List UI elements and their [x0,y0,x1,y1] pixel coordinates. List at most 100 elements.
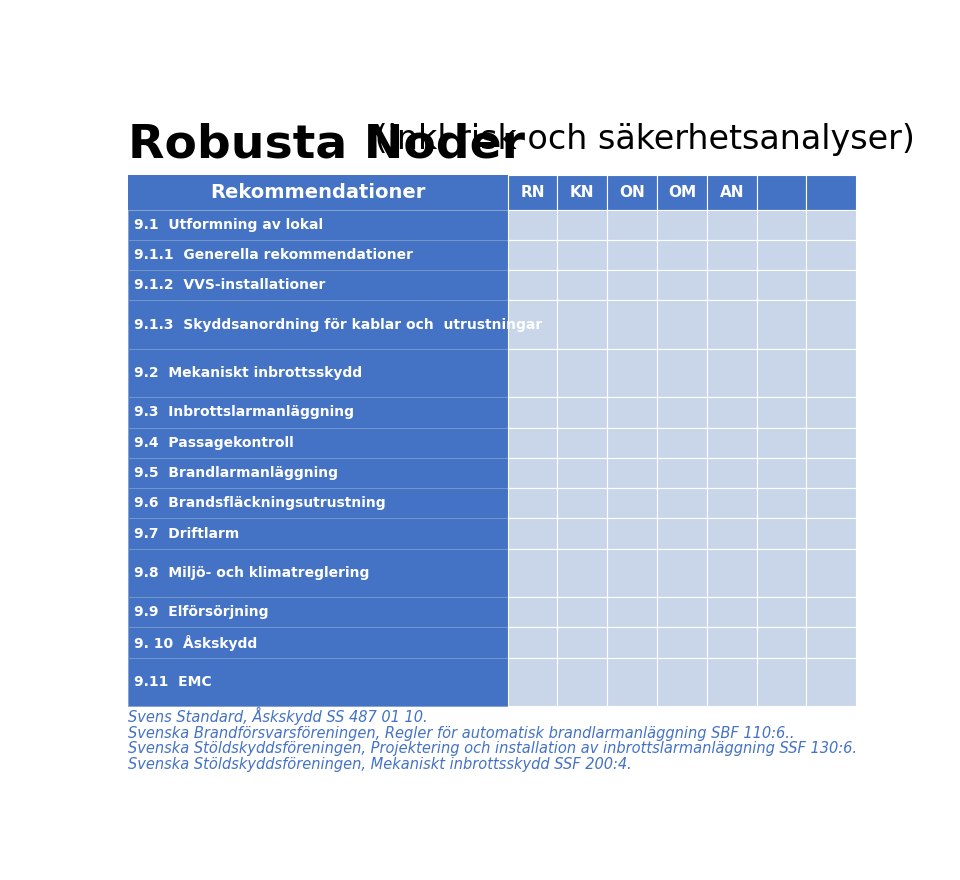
Bar [558,549,607,598]
Bar [607,300,657,348]
Text: 9.7  Driftlarm: 9.7 Driftlarm [134,526,239,540]
Bar [607,598,657,627]
Bar [806,627,856,657]
Bar [508,300,558,348]
Text: RN: RN [520,185,544,200]
Bar [558,240,607,270]
Bar [657,300,707,348]
Bar [128,627,508,657]
Bar [707,598,756,627]
Bar [756,488,806,518]
Text: ON: ON [619,185,645,200]
Bar [128,300,508,348]
Bar [607,175,657,209]
Bar [128,458,508,488]
Bar [558,270,607,300]
Bar [707,175,756,209]
Bar [806,348,856,397]
Bar [508,657,558,707]
Bar [508,270,558,300]
Bar [657,175,707,209]
Bar [508,397,558,428]
Text: 9.1  Utformning av lokal: 9.1 Utformning av lokal [134,217,324,231]
Bar [607,348,657,397]
Bar [508,348,558,397]
Bar [707,428,756,458]
Bar [707,270,756,300]
Text: 9.5  Brandlarmanläggning: 9.5 Brandlarmanläggning [134,466,338,480]
Text: 9.1.1  Generella rekommendationer: 9.1.1 Generella rekommendationer [134,248,413,262]
Text: 9.3  Inbrottslarmanläggning: 9.3 Inbrottslarmanläggning [134,406,354,420]
Bar [128,209,508,240]
Bar [508,428,558,458]
Bar [607,240,657,270]
Bar [508,175,558,209]
Bar [558,657,607,707]
Bar [756,598,806,627]
Bar [128,518,508,549]
Bar [558,348,607,397]
Bar [607,209,657,240]
Bar [558,518,607,549]
Text: KN: KN [570,185,594,200]
Bar [657,428,707,458]
Bar [756,518,806,549]
Bar [806,270,856,300]
Bar [756,627,806,657]
Bar [756,209,806,240]
Bar [806,209,856,240]
Bar [707,348,756,397]
Bar [128,488,508,518]
Bar [657,657,707,707]
Bar [756,348,806,397]
Bar [607,488,657,518]
Text: Robusta Noder: Robusta Noder [128,122,525,167]
Bar [806,549,856,598]
Text: Svenska Brandförsvarsföreningen, Regler för automatisk brandlarmanläggning SBF 1: Svenska Brandförsvarsföreningen, Regler … [128,726,794,741]
Bar [508,458,558,488]
Bar [607,270,657,300]
Bar [756,300,806,348]
Text: Svens Standard, Åskskydd SS 487 01 10.: Svens Standard, Åskskydd SS 487 01 10. [128,708,427,725]
Bar [657,348,707,397]
Text: Rekommendationer: Rekommendationer [210,183,425,202]
Bar [707,240,756,270]
Bar [806,657,856,707]
Bar [607,397,657,428]
Bar [607,549,657,598]
Bar [508,627,558,657]
Bar [558,300,607,348]
Bar [128,428,508,458]
Bar [558,458,607,488]
Bar [128,397,508,428]
Text: 9.9  Elförsörjning: 9.9 Elförsörjning [134,605,269,620]
Bar [558,397,607,428]
Bar [508,488,558,518]
Bar [657,397,707,428]
Bar [756,549,806,598]
Text: 9.11  EMC: 9.11 EMC [134,675,211,689]
Bar [806,397,856,428]
Bar [607,657,657,707]
Bar [128,175,508,209]
Bar [707,627,756,657]
Bar [657,627,707,657]
Bar [707,458,756,488]
Bar [607,428,657,458]
Text: 9.1.2  VVS-installationer: 9.1.2 VVS-installationer [134,278,325,292]
Bar [657,209,707,240]
Bar [558,209,607,240]
Text: 9. 10  Åskskydd: 9. 10 Åskskydd [134,634,257,650]
Bar [756,428,806,458]
Bar [707,397,756,428]
Bar [607,458,657,488]
Bar [508,209,558,240]
Bar [707,300,756,348]
Bar [657,270,707,300]
Bar [806,458,856,488]
Text: 9.2  Mekaniskt inbrottsskydd: 9.2 Mekaniskt inbrottsskydd [134,366,362,380]
Bar [806,488,856,518]
Bar [558,627,607,657]
Text: 9.8  Miljö- och klimatreglering: 9.8 Miljö- och klimatreglering [134,566,370,580]
Bar [756,175,806,209]
